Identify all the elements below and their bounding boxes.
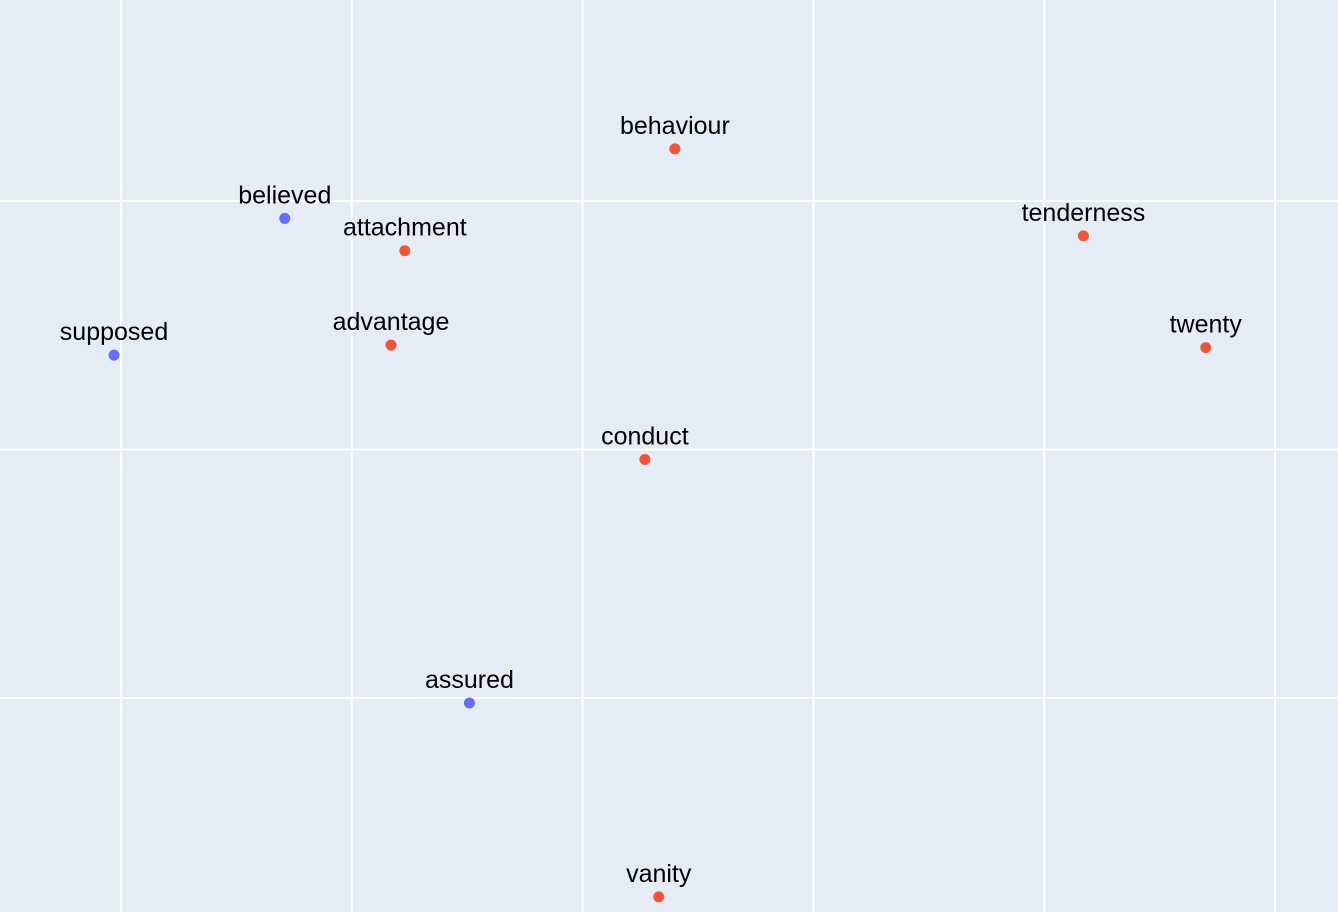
point: [1077, 230, 1089, 242]
point: [463, 697, 475, 709]
point: [108, 349, 120, 361]
point-label: conduct: [601, 422, 689, 450]
point-label: supposed: [60, 318, 168, 346]
point-label: tenderness: [1022, 199, 1146, 227]
point-label: assured: [425, 666, 514, 694]
point-label: advantage: [333, 308, 450, 336]
point-label: vanity: [626, 860, 692, 888]
point: [385, 339, 397, 351]
point-label: twenty: [1170, 311, 1243, 339]
point: [669, 143, 681, 155]
point: [399, 245, 411, 257]
point-label: attachment: [343, 214, 467, 242]
point: [639, 453, 651, 465]
point-label: believed: [238, 181, 331, 209]
point: [653, 891, 665, 903]
point-label: behaviour: [620, 112, 730, 140]
point: [279, 212, 291, 224]
point: [1200, 342, 1212, 354]
